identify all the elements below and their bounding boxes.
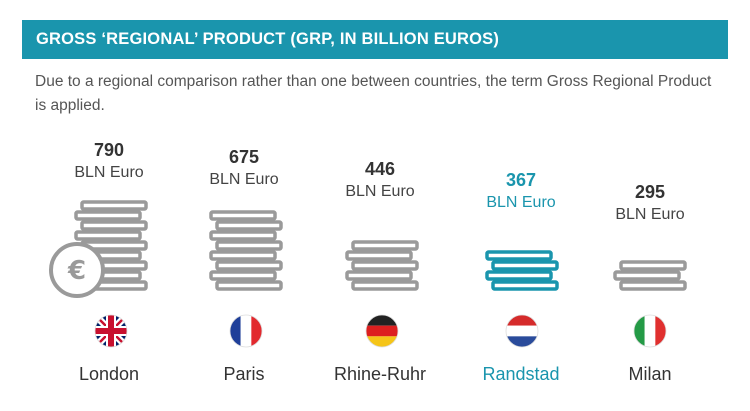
bar-paris xyxy=(209,210,283,291)
coin xyxy=(619,280,687,291)
coin xyxy=(80,200,148,211)
bar-randstad xyxy=(485,250,559,291)
coin xyxy=(619,260,687,271)
coin xyxy=(215,260,283,271)
unit-label-randstad: BLN Euro xyxy=(486,194,556,211)
coin xyxy=(351,280,419,291)
coin xyxy=(345,250,413,261)
value-label-milan: 295 xyxy=(634,182,666,202)
coin xyxy=(351,240,419,251)
coin xyxy=(209,230,277,241)
unit-label-milan: BLN Euro xyxy=(615,206,685,223)
coin xyxy=(215,220,283,231)
coin xyxy=(351,260,419,271)
coin xyxy=(485,270,553,281)
chart-title: GROSS ‘REGIONAL’ PRODUCT (GRP, IN BILLIO… xyxy=(36,30,500,48)
unit-label-rhine-ruhr: BLN Euro xyxy=(345,183,415,200)
france-flag-icon xyxy=(230,315,262,347)
netherlands-flag-icon xyxy=(506,315,538,347)
coin xyxy=(80,220,148,231)
germany-flag-icon xyxy=(366,315,398,347)
coin xyxy=(491,260,559,271)
coin xyxy=(215,280,283,291)
value-label-paris: 675 xyxy=(228,147,260,167)
bar-milan xyxy=(613,260,687,291)
coin xyxy=(613,270,681,281)
coin xyxy=(209,210,277,221)
city-label-milan: Milan xyxy=(628,364,672,384)
bar-rhine-ruhr xyxy=(345,240,419,291)
city-label-randstad: Randstad xyxy=(482,364,560,384)
coin xyxy=(209,250,277,261)
city-label-paris: Paris xyxy=(223,364,265,384)
svg-text:€: € xyxy=(67,256,86,286)
value-label-rhine-ruhr: 446 xyxy=(364,159,396,179)
coin xyxy=(74,230,142,241)
coin xyxy=(345,270,413,281)
title-banner: GROSS ‘REGIONAL’ PRODUCT (GRP, IN BILLIO… xyxy=(22,20,728,59)
chart-subtitle: Due to a regional comparison rather than… xyxy=(35,73,712,114)
coin xyxy=(215,240,283,251)
euro-coin-icon: € xyxy=(49,242,105,298)
coin xyxy=(485,250,553,261)
value-label-randstad: 367 xyxy=(505,170,537,190)
unit-label-paris: BLN Euro xyxy=(209,171,279,188)
coin xyxy=(491,280,559,291)
city-label-london: London xyxy=(78,364,140,384)
italy-flag-icon xyxy=(634,315,666,347)
coin xyxy=(74,210,142,221)
coin xyxy=(209,270,277,281)
uk-flag-icon xyxy=(95,315,127,347)
unit-label-london: BLN Euro xyxy=(74,164,144,181)
city-label-rhine-ruhr: Rhine-Ruhr xyxy=(333,364,427,384)
value-label-london: 790 xyxy=(93,140,125,160)
